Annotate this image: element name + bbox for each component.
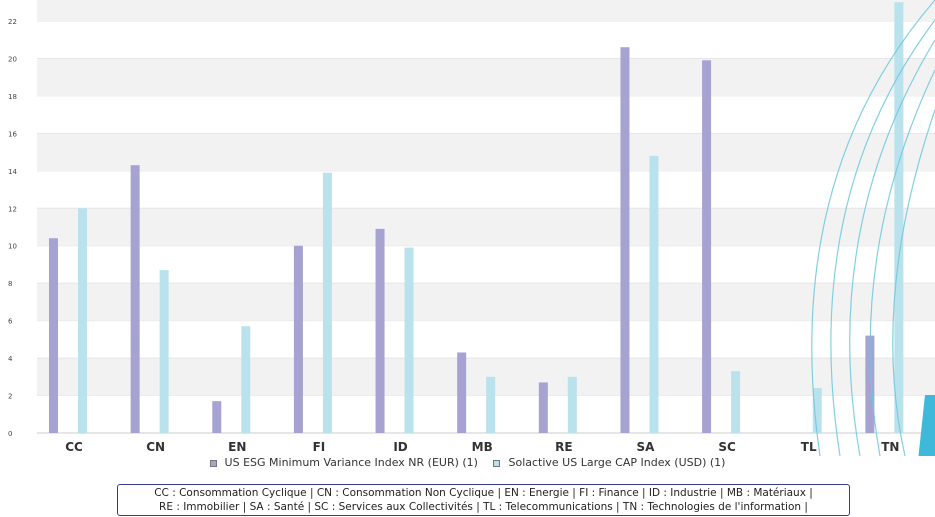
y-tick-label: 10: [8, 243, 17, 251]
bar-re-series-1: [538, 382, 548, 433]
abbreviation-line-1: CC : Consommation Cyclique | CN : Consom…: [154, 487, 813, 499]
x-tick-label-tn: TN: [881, 440, 899, 454]
bar-fi-series-2: [322, 172, 332, 433]
x-tick-label-cn: CN: [146, 440, 165, 454]
grid-band: [37, 133, 935, 171]
y-tick-label: 14: [8, 168, 17, 176]
legend-swatch-esg: [209, 459, 217, 467]
x-tick-label-sc: SC: [718, 440, 736, 454]
y-axis-ticks: 0 2 4 6 8 10 12 14 16 18 20 22: [8, 18, 17, 438]
bar-tl-series-2: [812, 388, 822, 433]
decor-arc: [811, 0, 935, 456]
bar-en-series-1: [212, 401, 222, 433]
decor-arc: [849, 39, 935, 456]
bar-id-series-2: [404, 247, 414, 433]
bar-cc-series-2: [78, 208, 87, 433]
x-tick-label-fi: FI: [313, 440, 326, 454]
grid-bands: [37, 0, 935, 434]
bar-sa-series-2: [649, 155, 659, 433]
bar-tn-series-2: [894, 2, 904, 433]
y-tick-label: 20: [8, 55, 17, 63]
decor-arc: [869, 69, 935, 456]
abbreviation-box: CC : Consommation Cyclique | CN : Consom…: [117, 484, 850, 516]
y-tick-label: 2: [8, 393, 12, 401]
y-tick-label: 8: [8, 280, 12, 288]
legend-item-solactive[interactable]: Solactive US Large CAP Index (USD) (1): [493, 456, 725, 469]
bar-cc-series-1: [49, 238, 58, 433]
bar-chart: 0 2 4 6 8 10 12 14 16 18 20 22 CC CN EN FI ID MB RE SA SC TL…: [8, 0, 935, 456]
bars: [49, 2, 904, 434]
bar-sa-series-1: [620, 47, 630, 434]
bar-id-series-1: [375, 228, 385, 433]
y-tick-label: 6: [8, 318, 13, 326]
bar-mb-series-1: [457, 352, 467, 433]
legend-swatch-solactive: [493, 459, 501, 467]
bar-cn-series-1: [130, 165, 140, 433]
y-tick-label: 12: [8, 205, 17, 213]
decor-arc: [830, 19, 935, 456]
x-axis-labels: CC CN EN FI ID MB RE SA SC TL TN: [65, 440, 899, 454]
legend-item-esg[interactable]: US ESG Minimum Variance Index NR (EUR) (…: [209, 456, 478, 469]
y-tick-label: 22: [8, 18, 17, 26]
grid-band: [37, 0, 935, 21]
grid-band: [37, 58, 935, 96]
x-tick-label-re: RE: [555, 440, 572, 454]
bar-fi-series-1: [293, 245, 303, 433]
legend-label-solactive: Solactive US Large CAP Index (USD) (1): [508, 456, 726, 469]
y-tick-label: 4: [8, 355, 13, 363]
x-tick-label-cc: CC: [65, 440, 83, 454]
x-tick-label-id: ID: [393, 440, 407, 454]
y-tick-label: 0: [8, 430, 12, 438]
y-tick-label: 16: [8, 130, 17, 138]
x-tick-label-sa: SA: [636, 440, 655, 454]
abbreviation-line-2: RE : Immobilier | SA : Santé | SC : Serv…: [159, 501, 808, 513]
x-tick-label-tl: TL: [801, 440, 817, 454]
decorative-arcs: [811, 0, 935, 456]
grid-band: [37, 358, 935, 396]
bar-en-series-2: [241, 326, 251, 433]
grid-band: [37, 208, 935, 246]
bar-cn-series-2: [159, 270, 169, 433]
chart-title-fragment: (…): [450, 0, 475, 2]
y-tick-label: 18: [8, 93, 17, 101]
decor-arc: [892, 109, 935, 456]
x-tick-label-mb: MB: [472, 440, 493, 454]
bar-tn-series-1: [865, 335, 875, 433]
legend-label-esg: US ESG Minimum Variance Index NR (EUR) (…: [224, 456, 478, 469]
bar-mb-series-2: [486, 376, 496, 433]
bar-re-series-2: [567, 376, 577, 433]
bar-sc-series-2: [731, 371, 741, 433]
decor-wedge: [918, 395, 935, 456]
legend: US ESG Minimum Variance Index NR (EUR) (…: [0, 456, 935, 469]
grid-band: [37, 283, 935, 321]
x-tick-label-en: EN: [228, 440, 246, 454]
bar-sc-series-1: [702, 60, 712, 434]
